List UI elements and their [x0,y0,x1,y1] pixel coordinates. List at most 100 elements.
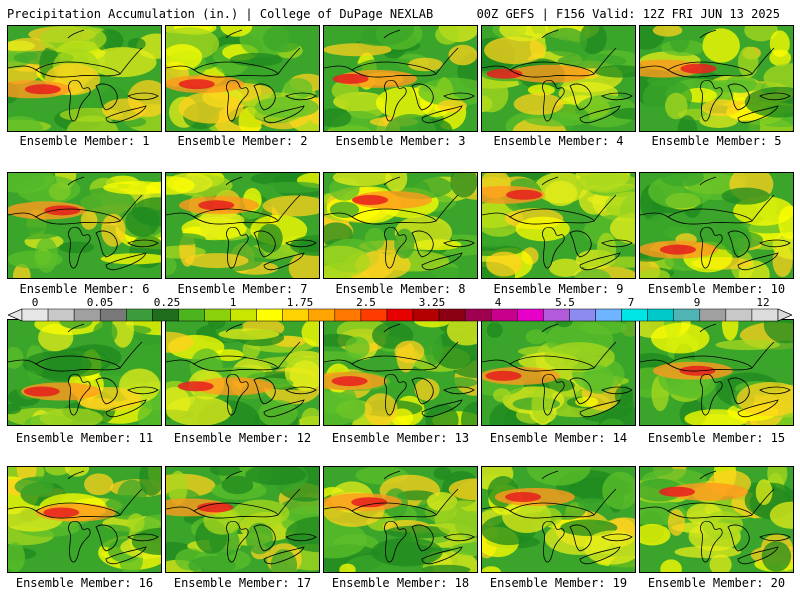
ensemble-map-panel [481,319,636,426]
colorbar-swatch [282,308,310,322]
precip-map [166,320,319,425]
ensemble-member-label: Ensemble Member: 17 [173,576,312,590]
colorbar [8,308,792,322]
precip-map [8,173,161,278]
colorbar-tick-label: 1 [229,296,237,309]
colorbar-right-arrow [777,308,792,322]
ensemble-map-panel [639,319,794,426]
colorbar-tick-label: 0 [31,296,39,309]
colorbar-swatch [73,308,101,322]
colorbar-swatch [386,308,414,322]
colorbar-swatch [126,308,153,322]
colorbar-swatch [621,308,648,322]
chart-title: Precipitation Accumulation (in.) | Colle… [7,7,434,21]
ensemble-member-label: Ensemble Member: 7 [177,282,308,296]
ensemble-member-label: Ensemble Member: 13 [331,431,470,445]
ensemble-member-label: Ensemble Member: 10 [647,282,786,296]
ensemble-member-label: Ensemble Member: 15 [647,431,786,445]
colorbar-tick-label: 1.75 [286,296,314,309]
ensemble-map-panel [7,466,162,573]
colorbar-swatch [47,308,75,322]
colorbar-swatch [152,308,179,322]
colorbar-swatch [412,308,440,322]
precip-map [8,467,161,572]
ensemble-map-panel [323,466,478,573]
colorbar-swatch [699,308,727,322]
colorbar-swatch [334,308,362,322]
colorbar-tick-label: 5.5 [555,296,575,309]
ensemble-map-panel [639,466,794,573]
ensemble-map-panel [639,25,794,132]
ensemble-map-panel [165,466,320,573]
colorbar-swatch [204,308,231,322]
ensemble-map-panel [323,25,478,132]
precip-map [166,173,319,278]
colorbar-swatch [360,308,388,322]
colorbar-swatch [647,308,674,322]
precip-map [482,320,635,425]
precip-map [640,467,793,572]
precip-map [324,320,477,425]
colorbar-swatch [99,308,127,322]
ensemble-member-label: Ensemble Member: 16 [15,576,154,590]
ensemble-member-label: Ensemble Member: 12 [173,431,312,445]
ensemble-member-label: Ensemble Member: 11 [15,431,154,445]
precip-map [166,26,319,131]
colorbar-swatch [673,308,701,322]
colorbar-swatch [517,308,544,322]
ensemble-member-label: Ensemble Member: 4 [493,134,624,148]
colorbar-swatch [751,308,779,322]
colorbar-tick-label: 7 [627,296,635,309]
ensemble-member-label: Ensemble Member: 3 [335,134,466,148]
ensemble-map-panel [7,25,162,132]
ensemble-member-label: Ensemble Member: 20 [647,576,786,590]
precip-map [324,26,477,131]
ensemble-map-panel [323,319,478,426]
precip-map [8,26,161,131]
precip-map [8,320,161,425]
colorbar-tick-label: 3.25 [418,296,446,309]
precip-map [166,467,319,572]
ensemble-map-panel [639,172,794,279]
precip-map [482,26,635,131]
colorbar-tick-label: 4 [494,296,502,309]
ensemble-member-label: Ensemble Member: 1 [19,134,150,148]
ensemble-map-panel [481,172,636,279]
colorbar-left-arrow [8,308,23,322]
ensemble-map-panel [481,25,636,132]
colorbar-tick-label: 2.5 [356,296,376,309]
colorbar-swatch [569,308,596,322]
precip-map [640,26,793,131]
colorbar-swatch [178,308,205,322]
ensemble-map-panel [7,172,162,279]
colorbar-tick-label: 0.25 [153,296,181,309]
colorbar-tick-label: 0.05 [86,296,114,309]
run-info: 00Z GEFS | F156 Valid: 12Z FRI JUN 13 20… [476,7,780,21]
precip-map [482,467,635,572]
ensemble-member-label: Ensemble Member: 5 [651,134,782,148]
ensemble-member-label: Ensemble Member: 18 [331,576,470,590]
colorbar-swatch [438,308,466,322]
colorbar-swatch [725,308,753,322]
colorbar-tick-label: 12 [756,296,770,309]
colorbar-swatch [490,308,518,322]
ensemble-map-panel [165,25,320,132]
ensemble-map-panel [7,319,162,426]
ensemble-map-panel [165,319,320,426]
precip-map [324,467,477,572]
ensemble-member-label: Ensemble Member: 14 [489,431,628,445]
colorbar-swatch [543,308,570,322]
precip-map [640,320,793,425]
ensemble-member-label: Ensemble Member: 19 [489,576,628,590]
ensemble-member-label: Ensemble Member: 6 [19,282,150,296]
colorbar-swatch [230,308,257,322]
ensemble-map-panel [481,466,636,573]
colorbar-swatch [21,308,49,322]
ensemble-map-panel [323,172,478,279]
colorbar-swatch [308,308,336,322]
colorbar-swatch [595,308,622,322]
colorbar-swatch [256,308,283,322]
ensemble-member-label: Ensemble Member: 2 [177,134,308,148]
ensemble-member-label: Ensemble Member: 9 [493,282,624,296]
colorbar-swatch [464,308,492,322]
